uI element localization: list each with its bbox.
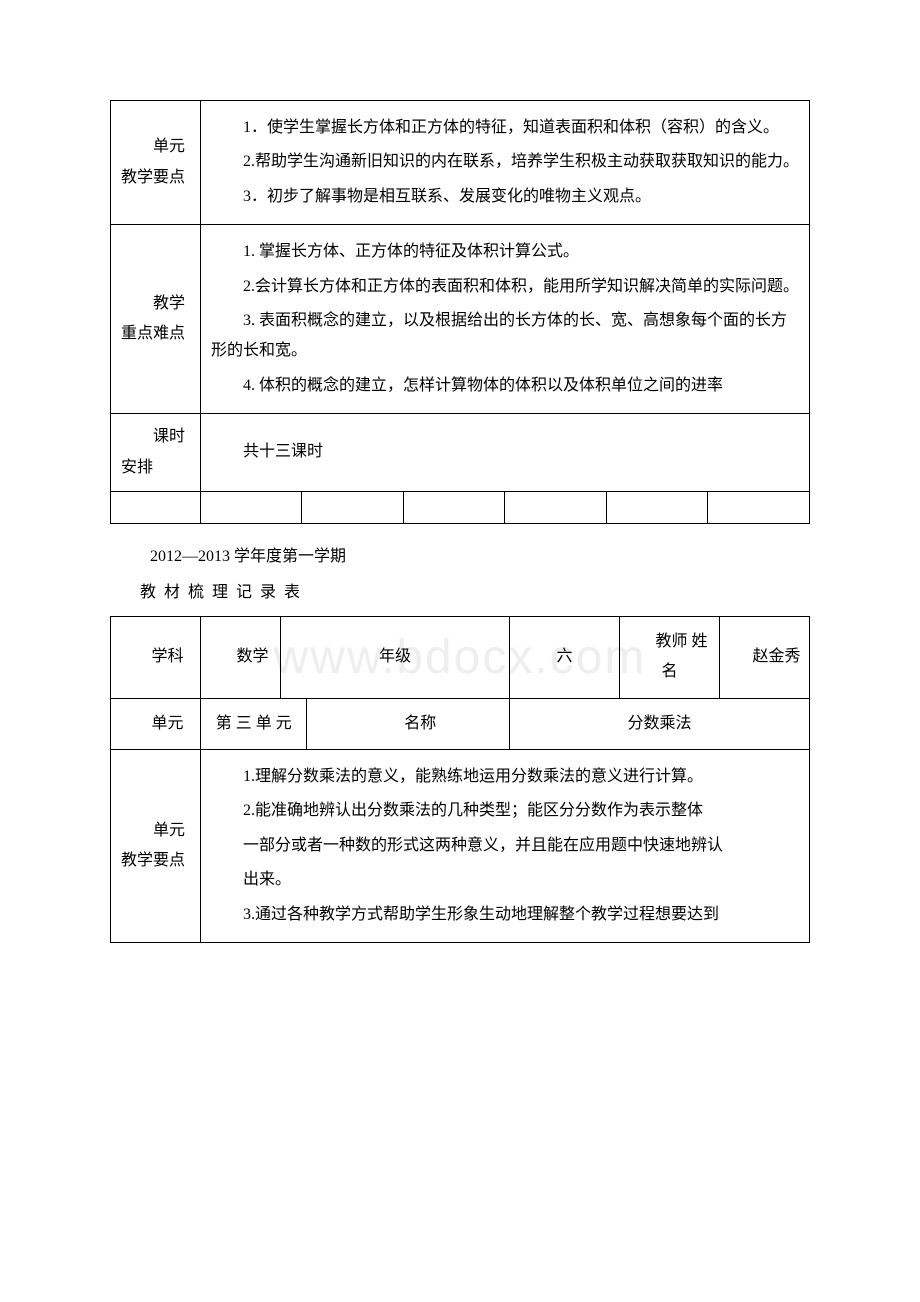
empty-cell bbox=[403, 491, 504, 523]
content-line: 2.能准确地辨认出分数乘法的几种类型；能区分分数作为表示整体 bbox=[211, 796, 799, 826]
row-label: 单元教学要点 bbox=[111, 750, 201, 943]
content-line: 2.会计算长方体和正方体的表面积和体积，能用所学知识解决简单的实际问题。 bbox=[211, 272, 799, 302]
content-line: 3．初步了解事物是相互联系、发展变化的唯物主义观点。 bbox=[211, 182, 799, 212]
grade-label: 年级 bbox=[281, 616, 510, 698]
table-2: 学科 数学 年级 六 教师 姓 名 赵金秀 单元 第 三 单 元 名称 分数乘法… bbox=[110, 616, 810, 943]
row-label: 教学重点难点 bbox=[111, 225, 201, 414]
content-line: 4. 体积的概念的建立，怎样计算物体的体积以及体积单位之间的进率 bbox=[211, 371, 799, 401]
table-row: 单元教学要点 1．使学生掌握长方体和正方体的特征，知道表面积和体积（容积）的含义… bbox=[111, 101, 810, 225]
content-line: 3.通过各种教学方式帮助学生形象生动地理解整个教学过程想要达到 bbox=[211, 900, 799, 930]
content-line: 出来。 bbox=[211, 865, 799, 895]
teacher-value: 赵金秀 bbox=[720, 616, 810, 698]
empty-cell bbox=[505, 491, 606, 523]
row-content: 共十三课时 bbox=[201, 414, 810, 492]
table-title: 教 材 梳 理 记 录 表 bbox=[140, 578, 810, 602]
content-line: 1．使学生掌握长方体和正方体的特征，知道表面积和体积（容积）的含义。 bbox=[211, 113, 799, 143]
content-line: 1.理解分数乘法的意义，能熟练地运用分数乘法的意义进行计算。 bbox=[211, 762, 799, 792]
content-line: 1. 掌握长方体、正方体的特征及体积计算公式。 bbox=[211, 237, 799, 267]
empty-row bbox=[111, 491, 810, 523]
content-line: 3. 表面积概念的建立，以及根据给出的长方体的长、宽、高想象每个面的长方形的长和… bbox=[211, 306, 799, 367]
empty-cell bbox=[708, 491, 810, 523]
row-label: 课时安排 bbox=[111, 414, 201, 492]
content-line: 共十三课时 bbox=[211, 437, 799, 467]
teacher-label: 教师 姓 名 bbox=[620, 616, 720, 698]
grade-value: 六 bbox=[510, 616, 620, 698]
info-row: 单元 第 三 单 元 名称 分数乘法 bbox=[111, 698, 810, 749]
row-content: 1. 掌握长方体、正方体的特征及体积计算公式。 2.会计算长方体和正方体的表面积… bbox=[201, 225, 810, 414]
name-value: 分数乘法 bbox=[510, 698, 810, 749]
table-1: 单元教学要点 1．使学生掌握长方体和正方体的特征，知道表面积和体积（容积）的含义… bbox=[110, 100, 810, 524]
row-content: 1.理解分数乘法的意义，能熟练地运用分数乘法的意义进行计算。 2.能准确地辨认出… bbox=[201, 750, 810, 943]
table-row: 单元教学要点 1.理解分数乘法的意义，能熟练地运用分数乘法的意义进行计算。 2.… bbox=[111, 750, 810, 943]
empty-cell bbox=[302, 491, 403, 523]
semester-heading: 2012—2013 学年度第一学期 bbox=[150, 542, 810, 566]
empty-cell bbox=[606, 491, 707, 523]
info-row: 学科 数学 年级 六 教师 姓 名 赵金秀 bbox=[111, 616, 810, 698]
content-line: 2.帮助学生沟通新旧知识的内在联系，培养学生积极主动获取获取知识的能力。 bbox=[211, 147, 799, 177]
empty-cell bbox=[201, 491, 302, 523]
subject-value: 数学 bbox=[201, 616, 281, 698]
table-row: 教学重点难点 1. 掌握长方体、正方体的特征及体积计算公式。 2.会计算长方体和… bbox=[111, 225, 810, 414]
name-label: 名称 bbox=[307, 698, 510, 749]
unit-value: 第 三 单 元 bbox=[201, 698, 307, 749]
row-label: 单元教学要点 bbox=[111, 101, 201, 225]
table-row: 课时安排 共十三课时 bbox=[111, 414, 810, 492]
empty-cell bbox=[111, 491, 201, 523]
unit-label: 单元 bbox=[111, 698, 201, 749]
row-content: 1．使学生掌握长方体和正方体的特征，知道表面积和体积（容积）的含义。 2.帮助学… bbox=[201, 101, 810, 225]
subject-label: 学科 bbox=[111, 616, 201, 698]
content-line: 一部分或者一种数的形式这两种意义，并且能在应用题中快速地辨认 bbox=[211, 831, 799, 861]
